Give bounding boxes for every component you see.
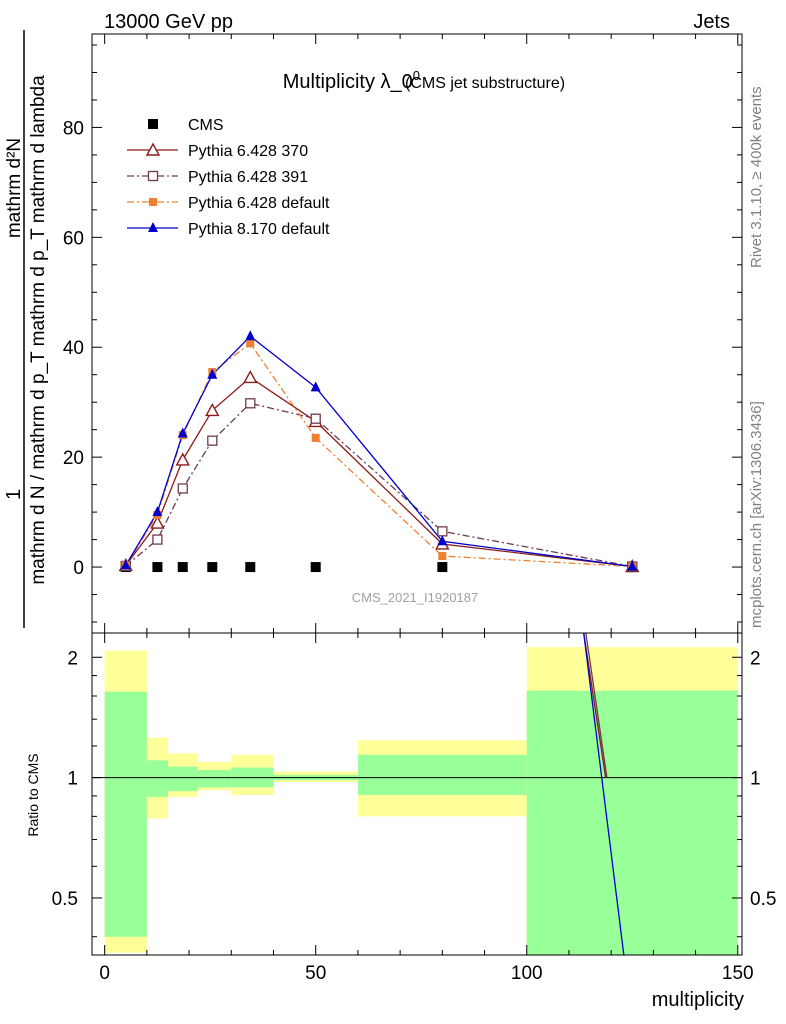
point-py6_391-4	[245, 398, 256, 409]
legend-label-cms: CMS	[188, 117, 224, 134]
xtick-label-1: 50	[305, 963, 326, 984]
point-py6_391-3	[207, 435, 218, 446]
series-line-py6_391	[125, 402, 633, 568]
point-py8_default-1	[152, 506, 163, 517]
point-cms-1	[152, 562, 163, 573]
band-inner-0	[104, 691, 147, 937]
point-cms-3	[207, 562, 218, 573]
legend: CMS Pythia 6.428 370 Pythia 6.428 391 Pythi…	[127, 117, 330, 238]
point-py6_391-6	[437, 526, 448, 537]
band-inner-3	[197, 769, 232, 788]
point-py6_default-6	[438, 552, 447, 561]
ratio-uncertainty-bands	[92, 647, 742, 955]
main-ytick-label-4: 80	[63, 118, 84, 139]
series-line-py6_default	[125, 342, 633, 568]
point-py8_default-7	[627, 560, 638, 571]
xtick-label-2: 100	[511, 963, 543, 984]
legend-marker-py8_default	[148, 222, 158, 232]
axis-ticks: 0 20 40 60 80 0 50 100 150 0.5 0.5 1 1 2 2	[52, 34, 776, 984]
legend-marker-py6_default	[149, 198, 157, 206]
point-py8_default-4	[245, 330, 256, 341]
mcplots-credit-label: mcplots.cern.ch [arXiv:1306.3436]	[748, 401, 765, 628]
legend-label-py8_default: Pythia 8.170 default	[188, 221, 330, 238]
point-py6_370-4	[243, 370, 258, 384]
band-inner-1	[146, 760, 168, 797]
ratio-line-py6_370	[583, 632, 607, 778]
main-series-lines	[125, 335, 633, 568]
ratio-ytick-label-left-0: 0.5	[52, 889, 78, 910]
point-cms-2	[177, 562, 188, 573]
series-line-py6_370	[125, 376, 633, 568]
point-py6_default-5	[311, 433, 320, 442]
legend-marker-py6_370	[145, 142, 161, 156]
legend-label-py6_default: Pythia 6.428 default	[188, 195, 330, 212]
main-ytick-label-2: 40	[63, 338, 84, 359]
point-py8_default-2	[177, 427, 188, 438]
xtick-label-0: 0	[99, 963, 110, 984]
point-py6_370-2	[175, 452, 190, 466]
main-ytick-label-3: 60	[63, 228, 84, 249]
ratio-ytick-label-right-2: 2	[750, 648, 761, 669]
band-inner-2	[167, 766, 198, 792]
ratio-y-axis-label: Ratio to CMS	[25, 753, 41, 836]
legend-marker-cms	[148, 119, 158, 129]
y-axis-label-denominator: mathrm d N / mathrm d p_T mathrm d p_T m…	[28, 75, 49, 585]
xtick-label-3: 150	[722, 963, 754, 984]
band-inner-7	[526, 690, 738, 955]
main-ytick-label-0: 0	[73, 558, 84, 579]
title-text: Multiplicity λ_0	[283, 71, 413, 93]
ratio-ytick-label-left-2: 2	[67, 648, 78, 669]
band-inner-6	[357, 754, 527, 795]
point-py6_391-2	[177, 483, 188, 494]
legend-label-py6_370: Pythia 6.428 370	[188, 143, 308, 160]
ratio-line-py8_default	[583, 632, 625, 956]
ratio-ytick-label-right-0: 0.5	[750, 889, 776, 910]
point-py6_370-3	[205, 402, 220, 417]
ratio-plot-frame	[91, 632, 743, 956]
series-line-py8_default	[125, 335, 633, 568]
legend-marker-py6_391	[147, 170, 159, 182]
point-py8_default-6	[437, 535, 448, 546]
ratio-ytick-label-right-1: 1	[750, 769, 761, 790]
point-py8_default-5	[310, 381, 321, 392]
main-series-markers	[118, 330, 640, 573]
y-axis-label-one: 1	[3, 489, 25, 500]
ratio-series-lines	[583, 632, 625, 956]
main-chart-title: Multiplicity λ_00	[283, 68, 420, 93]
plot-frames	[91, 33, 743, 956]
ratio-ytick-label-left-1: 1	[67, 769, 78, 790]
point-cms-4	[245, 562, 256, 573]
title-superscript: 0	[413, 68, 420, 83]
main-chart-subtitle: (CMS jet substructure)	[405, 75, 565, 92]
point-cms-5	[310, 562, 321, 573]
legend-label-py6_391: Pythia 6.428 391	[188, 169, 308, 186]
y-axis-label-numerator: mathrm d²N	[4, 138, 25, 238]
point-py8_default-0	[120, 559, 131, 570]
category-label: Jets	[693, 11, 730, 33]
point-py6_default-4	[246, 339, 255, 348]
point-py6_391-5	[310, 413, 321, 424]
point-py6_370-1	[150, 515, 165, 529]
point-cms-6	[437, 562, 448, 573]
energy-label: 13000 GeV pp	[104, 11, 233, 33]
watermark: CMS_2021_I1920187	[352, 590, 479, 605]
ratio-line-py6_391	[585, 632, 608, 778]
x-axis-label: multiplicity	[652, 989, 744, 1011]
main-ytick-label-1: 20	[63, 448, 84, 469]
point-py6_391-1	[152, 534, 163, 545]
rivet-version-label: Rivet 3.1.10, ≥ 400k events	[748, 86, 765, 268]
point-py8_default-3	[207, 368, 218, 379]
